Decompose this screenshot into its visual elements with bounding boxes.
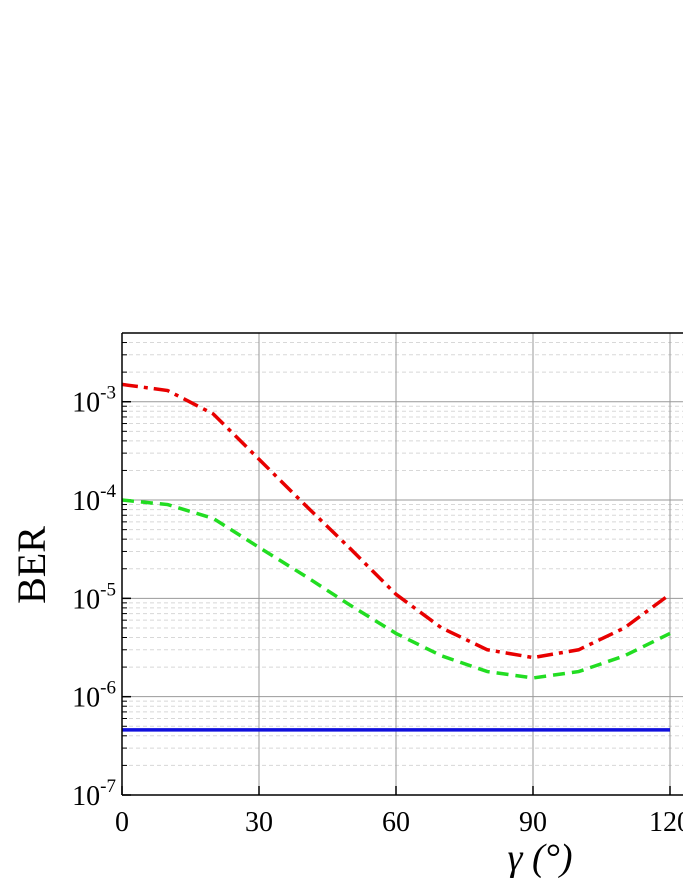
line-series xyxy=(121,498,671,680)
x-tick-label: 120 xyxy=(649,807,683,838)
x-axis-label: γ (°) xyxy=(508,837,573,879)
x-tick-label: 60 xyxy=(382,807,410,838)
x-tick-label: 90 xyxy=(519,807,547,838)
x-tick-label: 0 xyxy=(115,807,129,838)
y-tick-label: 10-6 xyxy=(72,678,116,714)
x-tick-label: 30 xyxy=(245,807,273,838)
y-tick-label: 10-3 xyxy=(72,383,116,419)
y-tick-label: 10-7 xyxy=(72,776,116,812)
line-series xyxy=(121,382,672,660)
y-axis-label: BER xyxy=(9,526,54,604)
y-tick-label: 10-4 xyxy=(72,481,116,517)
y-tick-label: 10-5 xyxy=(72,579,116,615)
